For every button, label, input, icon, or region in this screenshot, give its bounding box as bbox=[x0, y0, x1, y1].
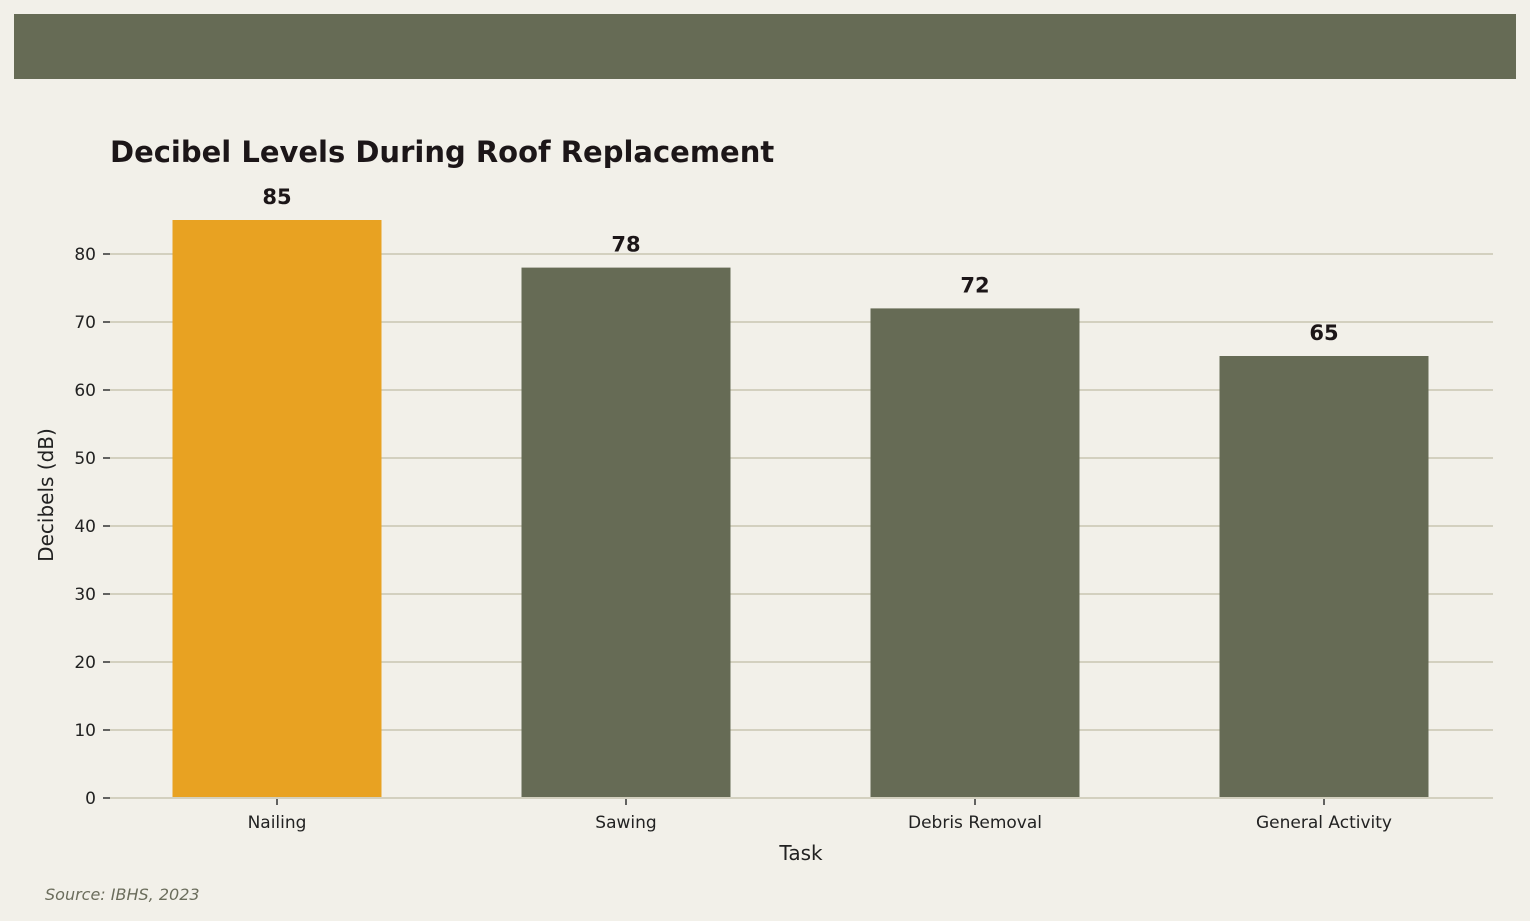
y-tick-label: 0 bbox=[85, 789, 96, 809]
x-axis-label: Task bbox=[778, 841, 823, 865]
x-tick-label: Sawing bbox=[595, 813, 656, 833]
y-tick-label: 50 bbox=[74, 449, 96, 469]
y-tick-label: 70 bbox=[74, 313, 96, 333]
y-tick-label: 30 bbox=[74, 585, 96, 605]
x-tick-label: Debris Removal bbox=[908, 813, 1042, 833]
y-tick-label: 20 bbox=[74, 653, 96, 673]
data-label: 72 bbox=[960, 273, 989, 297]
x-tick-label: Nailing bbox=[248, 813, 307, 833]
x-tick-label: General Activity bbox=[1256, 813, 1392, 833]
data-label: 65 bbox=[1309, 321, 1338, 345]
bar-debris-removal bbox=[870, 308, 1080, 798]
y-axis-label: Decibels (dB) bbox=[34, 428, 58, 562]
y-tick-label: 10 bbox=[74, 721, 96, 741]
chart-title: Decibel Levels During Roof Replacement bbox=[110, 135, 774, 169]
bar-sawing bbox=[521, 267, 731, 799]
bars bbox=[172, 220, 1429, 799]
data-label: 78 bbox=[611, 233, 640, 257]
header-band bbox=[14, 14, 1516, 79]
y-tick-label: 40 bbox=[74, 517, 96, 537]
data-labels: 85 78 72 65 bbox=[262, 185, 1338, 345]
bar-general-activity bbox=[1219, 356, 1429, 798]
y-tick-label: 80 bbox=[74, 245, 96, 265]
x-axis: Nailing Sawing Debris Removal General Activ… bbox=[110, 797, 1493, 833]
source-note: Source: IBHS, 2023 bbox=[45, 885, 200, 904]
y-tick-label: 60 bbox=[74, 381, 96, 401]
bar-nailing bbox=[172, 220, 382, 798]
data-label: 85 bbox=[262, 185, 291, 209]
y-axis: 0 10 20 30 40 50 60 70 80 bbox=[74, 245, 110, 809]
